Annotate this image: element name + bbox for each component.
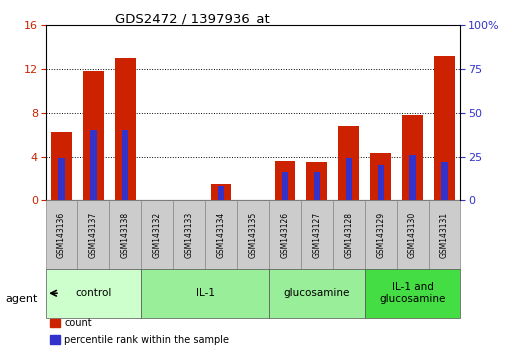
Text: GSM143132: GSM143132 bbox=[153, 212, 162, 258]
Text: GSM143137: GSM143137 bbox=[89, 212, 98, 258]
Bar bbox=[210, 184, 231, 200]
FancyBboxPatch shape bbox=[269, 200, 300, 269]
Bar bbox=[401, 115, 422, 200]
Text: GSM143138: GSM143138 bbox=[121, 212, 130, 258]
Bar bbox=[218, 187, 224, 200]
Bar bbox=[345, 158, 351, 200]
FancyBboxPatch shape bbox=[364, 269, 460, 318]
Text: percentile rank within the sample: percentile rank within the sample bbox=[64, 335, 229, 344]
FancyBboxPatch shape bbox=[109, 200, 141, 269]
Text: IL-1: IL-1 bbox=[195, 288, 214, 298]
Bar bbox=[58, 158, 65, 200]
FancyBboxPatch shape bbox=[173, 200, 205, 269]
Bar bbox=[306, 162, 327, 200]
Text: GSM143126: GSM143126 bbox=[280, 212, 289, 258]
Bar bbox=[83, 71, 104, 200]
Bar bbox=[51, 132, 72, 200]
Bar bbox=[433, 56, 454, 200]
Bar bbox=[409, 155, 415, 200]
Bar bbox=[49, 319, 60, 327]
Text: GSM143129: GSM143129 bbox=[375, 212, 384, 258]
Text: control: control bbox=[75, 288, 112, 298]
Bar bbox=[370, 153, 390, 200]
FancyBboxPatch shape bbox=[269, 269, 364, 318]
Text: GSM143131: GSM143131 bbox=[439, 212, 448, 258]
Text: count: count bbox=[64, 318, 91, 328]
FancyBboxPatch shape bbox=[141, 269, 269, 318]
Bar bbox=[122, 130, 128, 200]
Bar bbox=[49, 335, 60, 344]
Text: GSM143130: GSM143130 bbox=[407, 212, 416, 258]
Text: IL-1 and
glucosamine: IL-1 and glucosamine bbox=[379, 282, 445, 304]
Text: GSM143134: GSM143134 bbox=[216, 212, 225, 258]
FancyBboxPatch shape bbox=[77, 200, 109, 269]
FancyBboxPatch shape bbox=[141, 200, 173, 269]
Bar bbox=[274, 161, 295, 200]
Bar bbox=[440, 162, 447, 200]
Text: GSM143136: GSM143136 bbox=[57, 212, 66, 258]
FancyBboxPatch shape bbox=[428, 200, 460, 269]
Bar bbox=[281, 172, 287, 200]
Text: GSM143133: GSM143133 bbox=[184, 212, 193, 258]
Bar bbox=[90, 130, 96, 200]
FancyBboxPatch shape bbox=[300, 200, 332, 269]
FancyBboxPatch shape bbox=[396, 200, 428, 269]
FancyBboxPatch shape bbox=[205, 200, 236, 269]
Bar bbox=[313, 172, 319, 200]
Bar bbox=[115, 58, 135, 200]
FancyBboxPatch shape bbox=[364, 200, 396, 269]
FancyBboxPatch shape bbox=[236, 200, 269, 269]
Text: glucosamine: glucosamine bbox=[283, 288, 349, 298]
Text: GSM143135: GSM143135 bbox=[248, 212, 257, 258]
FancyBboxPatch shape bbox=[332, 200, 364, 269]
Bar bbox=[338, 126, 359, 200]
Text: GSM143128: GSM143128 bbox=[343, 212, 352, 258]
Bar bbox=[377, 165, 383, 200]
FancyBboxPatch shape bbox=[45, 200, 77, 269]
Text: GSM143127: GSM143127 bbox=[312, 212, 321, 258]
Text: agent: agent bbox=[5, 294, 37, 304]
FancyBboxPatch shape bbox=[45, 269, 141, 318]
Text: GDS2472 / 1397936_at: GDS2472 / 1397936_at bbox=[115, 12, 269, 25]
